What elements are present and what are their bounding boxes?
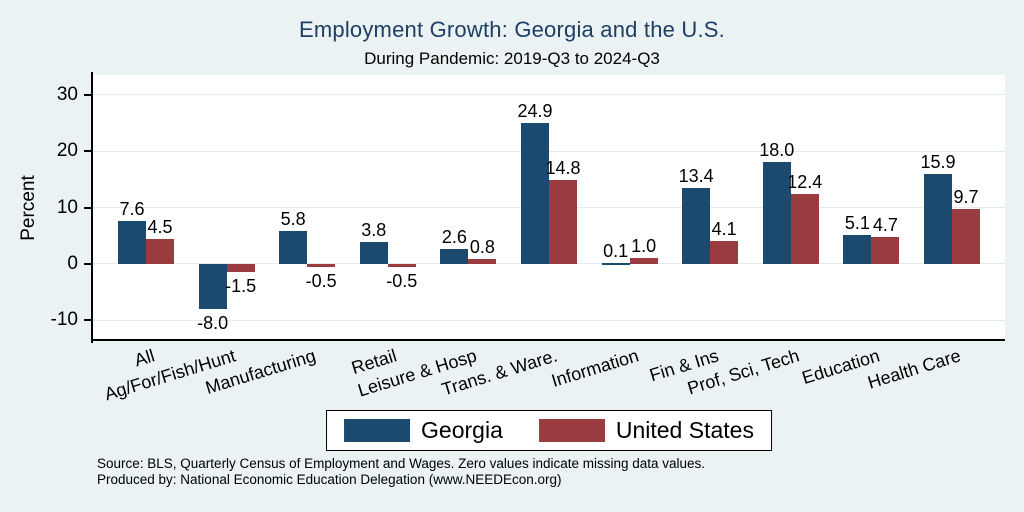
y-axis-line xyxy=(91,72,93,343)
gridline xyxy=(93,319,1005,321)
bar-value-label: -0.5 xyxy=(386,270,418,291)
bar-georgia xyxy=(118,221,146,264)
chart-subtitle: During Pandemic: 2019-Q3 to 2024-Q3 xyxy=(364,49,660,68)
bar-value-label: 14.8 xyxy=(545,158,581,179)
bar-value-label: 4.1 xyxy=(711,218,737,239)
bar-georgia xyxy=(601,263,630,265)
bar-value-label: 5.8 xyxy=(280,209,306,230)
bar-united-states xyxy=(710,240,739,264)
bar-united-states xyxy=(952,209,980,264)
bar-united-states xyxy=(468,259,497,264)
producer-note: Produced by: National Economic Education… xyxy=(97,472,562,487)
y-axis-tick xyxy=(84,150,93,153)
bar-value-label: 24.9 xyxy=(517,101,553,122)
x-axis-line xyxy=(91,339,1005,341)
bar-georgia xyxy=(682,188,711,264)
legend-swatch-georgia xyxy=(344,419,411,442)
chart-title: Employment Growth: Georgia and the U.S. xyxy=(299,17,725,42)
legend-label-united-states: United States xyxy=(615,417,754,443)
bar-value-label: 5.1 xyxy=(844,213,870,234)
y-axis-tick xyxy=(84,262,93,265)
y-axis-tick-label: 30 xyxy=(56,83,78,105)
y-axis-tick xyxy=(84,319,93,322)
bar-value-label: 18.0 xyxy=(759,140,795,161)
bar-value-label: 7.6 xyxy=(119,199,145,220)
bar-united-states xyxy=(226,263,255,273)
gridline xyxy=(93,263,1005,265)
bar-georgia xyxy=(762,162,791,264)
y-axis-tick-label: 10 xyxy=(56,196,78,218)
bar-value-label: 4.5 xyxy=(147,216,173,237)
gridline xyxy=(93,150,1005,152)
bar-value-label: 15.9 xyxy=(920,152,956,173)
bar-georgia xyxy=(359,242,388,264)
bar-united-states xyxy=(871,237,900,264)
bar-value-label: 4.7 xyxy=(872,215,898,236)
bar-united-states xyxy=(146,238,174,264)
bar-georgia xyxy=(924,174,952,264)
bar-united-states xyxy=(307,263,336,267)
bar-value-label: 0.8 xyxy=(469,237,495,258)
bar-value-label: 12.4 xyxy=(787,171,823,192)
legend: Georgia United States xyxy=(326,410,772,451)
bar-value-label: 13.4 xyxy=(678,166,714,187)
x-axis-label: Information xyxy=(548,345,641,391)
bar-georgia xyxy=(843,235,872,264)
bar-value-label: -0.5 xyxy=(305,270,337,291)
x-axis-label: Health Care xyxy=(865,345,963,393)
bar-georgia xyxy=(198,263,227,309)
bar-value-label: -8.0 xyxy=(197,312,229,333)
y-axis-tick-label: 20 xyxy=(56,140,78,162)
bar-value-label: 2.6 xyxy=(441,227,467,248)
legend-label-georgia: Georgia xyxy=(421,417,503,443)
bar-georgia xyxy=(440,249,469,264)
bar-united-states xyxy=(629,258,658,264)
bar-united-states xyxy=(790,193,819,264)
bar-united-states xyxy=(387,263,416,267)
bar-value-label: 9.7 xyxy=(953,187,979,208)
bar-value-label: -1.5 xyxy=(225,276,257,297)
bar-georgia xyxy=(521,123,549,264)
y-axis-tick-label: -10 xyxy=(50,309,78,331)
bar-georgia xyxy=(279,231,308,264)
y-axis-tick xyxy=(84,206,93,209)
y-axis-tick xyxy=(84,93,93,96)
bar-value-label: 3.8 xyxy=(361,220,387,241)
y-axis-tick-label: 0 xyxy=(67,252,78,274)
bar-united-states xyxy=(549,180,577,264)
x-axis-label: All xyxy=(131,345,157,371)
bar-value-label: 0.1 xyxy=(603,241,629,262)
chart-notes: Source: BLS, Quarterly Census of Employm… xyxy=(97,456,705,488)
legend-swatch-united-states xyxy=(538,419,605,442)
source-note: Source: BLS, Quarterly Census of Employm… xyxy=(97,456,706,471)
bar-value-label: 1.0 xyxy=(631,236,657,257)
gridline xyxy=(93,94,1005,96)
